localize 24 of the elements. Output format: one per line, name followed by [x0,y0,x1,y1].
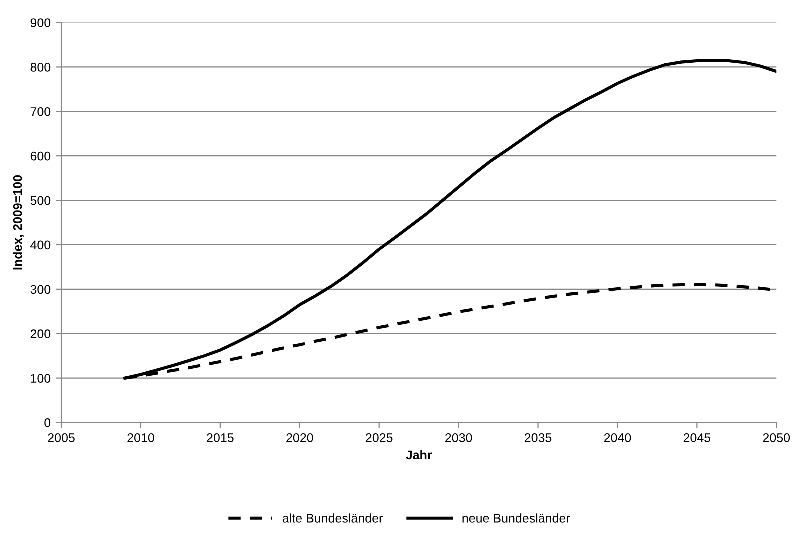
x-tick-label: 2015 [207,434,234,442]
y-tick-label: 200 [30,330,51,339]
x-tick-label: 2040 [604,434,632,442]
y-tick-label: 900 [30,18,51,28]
x-tick-label: 2010 [128,434,154,442]
x-axis-title: Jahr [406,450,432,460]
x-tick-label: 2025 [366,434,393,442]
x-tick-label: 2045 [684,434,711,442]
y-axis-title: Index, 2009=100 [13,175,24,270]
x-tick-label: 2020 [286,434,314,442]
y-tick-label: 0 [44,418,51,428]
y-tick-label: 400 [30,240,51,250]
legend-label: alte Bundesländer [282,514,383,523]
x-tick-label: 2035 [524,434,552,442]
x-tick-label: 2005 [48,434,75,442]
y-tick-label: 500 [30,196,51,206]
y-tick-label: 800 [30,63,51,72]
y-tick-label: 700 [30,107,51,116]
legend-label: neue Bundesländer [462,514,570,523]
x-tick-label: 2050 [763,434,790,442]
y-tick-label: 100 [31,374,51,383]
x-tick-label: 2030 [446,434,472,442]
y-tick-label: 300 [30,285,51,294]
y-tick-label: 600 [30,152,51,161]
